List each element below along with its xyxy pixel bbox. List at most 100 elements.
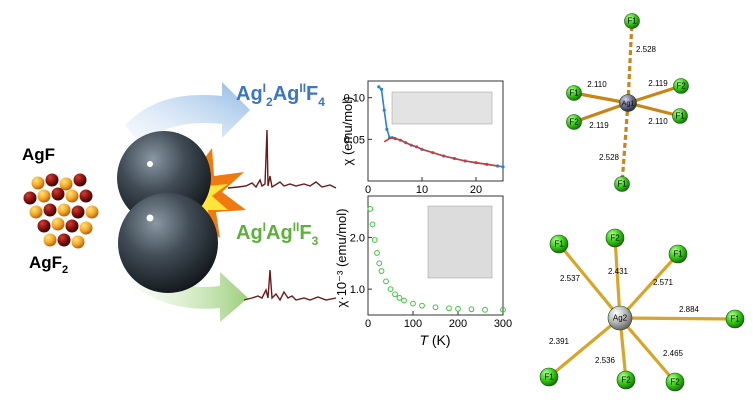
fluorine-atom [566, 114, 582, 130]
data-point [367, 206, 374, 212]
reactant-agf2-base: AgF [29, 253, 62, 272]
data-point [501, 165, 505, 169]
fluorine-atom [539, 367, 559, 387]
bond [573, 91, 629, 105]
chart-1-structure-inset [391, 91, 493, 125]
data-point [385, 127, 389, 131]
fluorine-atom-label: F2 [569, 118, 579, 127]
fluorine-atom [665, 372, 685, 392]
x-tick-label: 100 [404, 318, 422, 330]
ag1-coordination: 2.528 2.110 2.119 2.119 2.110 2.528 F1 F1 F2 F2 F1… [566, 13, 689, 192]
bond-length-label: 2.119 [589, 121, 609, 130]
data-point [419, 302, 425, 309]
bond [613, 237, 622, 319]
bond-length-label: 2.110 [587, 80, 607, 89]
series-line-1 [383, 136, 498, 167]
data-point [446, 305, 452, 312]
bond-length-label: 2.391 [549, 337, 570, 346]
chart-2-ylabel: χ·10⁻³ (emu/mol) [334, 209, 349, 308]
bond [627, 101, 681, 118]
agf2-particle [23, 191, 37, 205]
bond-length-label: 2.884 [679, 305, 700, 314]
fluorine-atom [672, 108, 688, 124]
fluorine-atom [605, 228, 625, 248]
data-point [387, 286, 394, 293]
silver-atom-ag2-label: Ag2 [613, 314, 628, 323]
agf-particle [51, 217, 65, 231]
data-point [392, 291, 398, 298]
agf-particle [57, 203, 71, 217]
data-point [500, 306, 506, 313]
bond [619, 316, 736, 321]
x-tick-label: 0 [365, 184, 371, 196]
bond-length-label: 2.571 [653, 278, 674, 287]
x-tick-label: 0 [365, 318, 371, 330]
data-point [369, 221, 376, 228]
fluorine-atom [673, 78, 689, 94]
xrd-pattern-1 [227, 129, 337, 189]
agf-particle [29, 205, 43, 219]
reactant-agf2-subscript: 2 [62, 264, 68, 276]
fluorine-atom-label: F1 [544, 373, 554, 382]
fluorine-atom-label: F2 [676, 82, 686, 91]
powder-particles [23, 173, 99, 249]
data-point [379, 87, 384, 91]
bond-length-label: 2.536 [595, 356, 616, 365]
data-point [468, 306, 475, 313]
agf-particle [71, 235, 85, 249]
chart-1-ylabel: χ (emu/mol) [340, 97, 355, 166]
fluorine-atom-label: F1 [673, 250, 683, 259]
data-point [401, 297, 407, 304]
agf-particle [85, 205, 99, 219]
data-point [455, 305, 461, 312]
fluorine-atom-label: F1 [617, 180, 627, 189]
bond-length-label: 2.119 [648, 79, 668, 88]
agf2-particle [73, 173, 87, 187]
fluorine-atom [725, 309, 745, 329]
bond [557, 242, 622, 320]
x-tick-label: 10 [416, 184, 428, 196]
bond [626, 20, 634, 104]
product-1-formula: AgI2AgIIF4 [236, 81, 325, 109]
silver-atom-ag2 [607, 305, 633, 331]
fluorine-atom [549, 234, 569, 254]
data-point [410, 300, 416, 307]
agf-particle [37, 189, 51, 203]
bond-length-label: 2.528 [636, 45, 657, 54]
agf2-particle [57, 233, 71, 247]
agf2-particle [65, 219, 79, 233]
silver-atom-ag1-label: Ag1 [622, 100, 635, 107]
agf-particle [79, 221, 93, 235]
bond-length-label: 2.537 [560, 274, 581, 283]
agf-particle [59, 177, 73, 191]
data-point [383, 278, 389, 285]
data-point [377, 85, 381, 89]
fluorine-atom [668, 244, 688, 264]
fluorine-atom [616, 370, 636, 390]
x-tick-label: 20 [470, 184, 482, 196]
fluorine-atom-label: F1 [675, 112, 685, 121]
fluorine-atom [566, 85, 582, 101]
fluorine-atom-label: F1 [627, 17, 637, 26]
bond [547, 316, 622, 379]
chart-2-xlabel: T (K) [419, 332, 450, 348]
data-point [378, 268, 385, 274]
bond-length-label: 2.431 [608, 267, 629, 276]
bond [618, 316, 677, 384]
data-point [482, 306, 488, 313]
agf2-particle [51, 187, 65, 201]
fluorine-atom-label: F1 [730, 315, 740, 324]
ball-highlight-icon [147, 161, 153, 167]
bond [573, 101, 629, 124]
chart-2-structure-inset [427, 205, 493, 279]
fluorine-atom-label: F2 [670, 378, 680, 387]
x-tick-label: 200 [449, 318, 467, 330]
xrd-pattern-2 [243, 269, 337, 302]
upper-arrow [125, 82, 250, 145]
silver-atom-ag1 [619, 94, 637, 112]
data-point [396, 295, 403, 301]
fluorine-atom [614, 176, 630, 192]
agf2-particle [43, 203, 57, 217]
ball-highlight-icon [146, 214, 154, 222]
fluorine-atom [624, 13, 640, 29]
